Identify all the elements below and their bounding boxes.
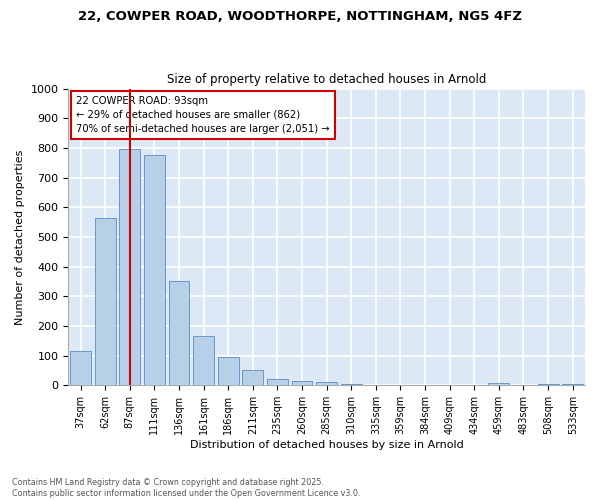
Bar [292,381,313,386]
Bar [95,218,116,386]
Bar [538,384,559,386]
Bar [365,385,386,386]
Text: 22, COWPER ROAD, WOODTHORPE, NOTTINGHAM, NG5 4FZ: 22, COWPER ROAD, WOODTHORPE, NOTTINGHAM,… [78,10,522,23]
Bar [70,351,91,386]
X-axis label: Distribution of detached houses by size in Arnold: Distribution of detached houses by size … [190,440,464,450]
Bar [341,384,362,386]
Y-axis label: Number of detached properties: Number of detached properties [15,150,25,324]
Bar [267,380,288,386]
Bar [218,356,239,386]
Bar [193,336,214,386]
Text: Contains HM Land Registry data © Crown copyright and database right 2025.
Contai: Contains HM Land Registry data © Crown c… [12,478,361,498]
Title: Size of property relative to detached houses in Arnold: Size of property relative to detached ho… [167,73,487,86]
Bar [119,150,140,386]
Bar [562,384,583,386]
Bar [242,370,263,386]
Bar [169,282,190,386]
Bar [488,383,509,386]
Bar [316,382,337,386]
Text: 22 COWPER ROAD: 93sqm
← 29% of detached houses are smaller (862)
70% of semi-det: 22 COWPER ROAD: 93sqm ← 29% of detached … [76,96,329,134]
Bar [144,156,165,386]
